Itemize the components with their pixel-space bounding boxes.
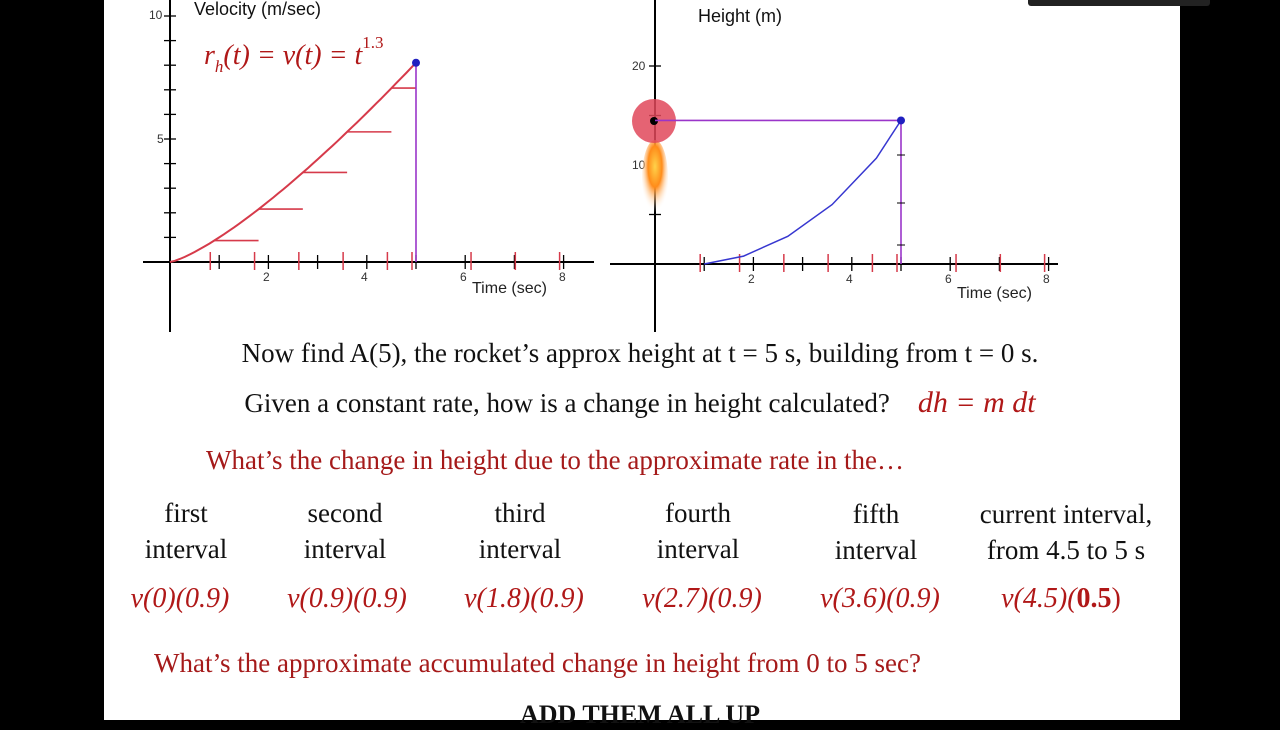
left-xtick-4: 4 (361, 270, 368, 284)
right-ytick-10: 10 (632, 158, 646, 172)
right-xtick-6: 6 (945, 272, 952, 286)
left-marker-dot (412, 58, 420, 67)
left-marker (412, 58, 420, 262)
interval-expr-current: v(4.5)(0.5) (1001, 583, 1121, 614)
interval-label-3: third interval (478, 498, 562, 564)
left-graph: 10 5 2 4 6 8 Velocity (m/sec) Time (sec)… (143, 0, 594, 332)
left-y-label: Velocity (m/sec) (194, 0, 321, 19)
interval-expr-3: v(1.8)(0.9) (464, 583, 584, 614)
interval-label-5: fifth interval (834, 499, 918, 565)
interval-label-2: second interval (303, 498, 387, 564)
left-y-ticks (164, 15, 176, 239)
question-find-a5: Now find A(5), the rocket’s approx heigh… (241, 338, 1039, 368)
right-x-label: Time (sec) (957, 285, 1032, 302)
left-ytick-10: 10 (149, 8, 163, 22)
interval-expr-4: v(2.7)(0.9) (642, 583, 762, 614)
rocket-center-dot (650, 117, 658, 125)
right-graph: 20 10 2 4 6 8 Height (m) Time (sec) (610, 0, 1058, 332)
interval-expr-2: v(0.9)(0.9) (287, 583, 407, 614)
rate-answer: dh = m dt (917, 386, 1036, 419)
rocket-flame (642, 140, 668, 216)
graphs: 10 5 2 4 6 8 Velocity (m/sec) Time (sec)… (143, 0, 1058, 332)
velocity-formula: rh(t) = v(t) = t1.3 (204, 33, 384, 76)
left-x-ticks (209, 252, 565, 270)
right-xtick-8: 8 (1043, 272, 1050, 286)
velocity-curve (169, 62, 417, 263)
left-ytick-5: 5 (157, 132, 164, 146)
left-xtick-6: 6 (460, 270, 467, 284)
interval-label-4: fourth interval (656, 498, 740, 564)
interval-label-current: current interval, from 4.5 to 5 s (979, 499, 1153, 565)
left-xtick-2: 2 (263, 270, 270, 284)
interval-label-1: first interval (144, 498, 228, 564)
left-x-label: Time (sec) (472, 280, 547, 297)
left-xtick-8: 8 (559, 270, 566, 284)
right-ytick-20: 20 (632, 59, 646, 73)
right-marker (655, 116, 905, 264)
add-them-all-up: ADD THEM ALL UP (519, 700, 761, 729)
question-change-in-height: What’s the change in height due to the a… (206, 445, 905, 475)
right-xtick-2: 2 (748, 272, 755, 286)
interval-expr-5: v(3.6)(0.9) (820, 583, 940, 614)
right-xtick-4: 4 (846, 272, 853, 286)
question-accumulated: What’s the approximate accumulated chang… (154, 648, 921, 678)
window-titlebar (1028, 0, 1210, 6)
right-y-label: Height (m) (698, 6, 782, 26)
left-step-lines (214, 87, 416, 242)
interval-expr-1: v(0)(0.9) (130, 583, 230, 614)
question-constant-rate: Given a constant rate, how is a change i… (244, 386, 1036, 419)
height-curve (704, 119, 902, 265)
right-marker-dot (897, 116, 905, 125)
